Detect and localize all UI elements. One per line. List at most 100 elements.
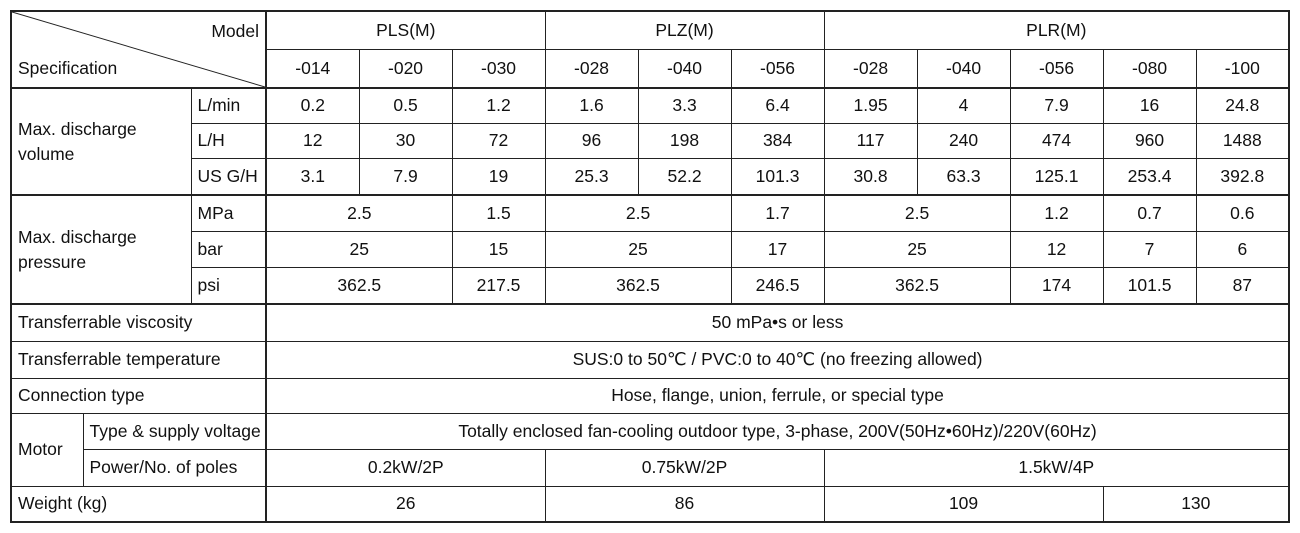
diagonal-line (12, 12, 265, 87)
value-cell: 17 (730, 230, 825, 268)
table-row: Motor Type & supply voltage Totally enclos… (10, 412, 1290, 487)
table-row: US G/H 3.1 7.9 19 25.3 52.2 101.3 30.8 63.3 125.1… (11, 157, 1290, 196)
value-cell: 2.5 (265, 194, 453, 232)
value-cell: 253.4 (1102, 157, 1197, 196)
value-cell: 25 (265, 230, 453, 268)
row-label: Transferrable viscosity (10, 303, 268, 342)
value-cell: 25.3 (544, 157, 639, 196)
value-cell: 1.95 (823, 87, 918, 124)
value-cell: 63.3 (916, 157, 1011, 196)
value-cell: 1.5 (451, 194, 546, 232)
unit-label: L/H (190, 122, 268, 159)
model-header: PLZ(M) (544, 10, 825, 50)
value-cell: 30 (358, 122, 453, 159)
sub-label: Power/No. of poles (82, 448, 268, 487)
value-cell: 0.2kW/2P (265, 448, 546, 487)
value-cell: 0.75kW/2P (544, 448, 825, 487)
value-cell: 109 (823, 485, 1104, 523)
value-cell: 25 (823, 230, 1011, 268)
variant-header: -030 (451, 48, 546, 89)
value-cell: 240 (916, 122, 1011, 159)
value-cell: 1.5kW/4P (823, 448, 1290, 487)
value-cell: 52.2 (637, 157, 732, 196)
value-cell: 16 (1102, 87, 1197, 124)
variant-header: -028 (823, 48, 918, 89)
row-label: Weight (kg) (10, 485, 268, 523)
variant-header: -014 (265, 48, 360, 89)
value-cell: 0.5 (358, 87, 453, 124)
value-cell: 0.2 (265, 87, 360, 124)
value-cell: 12 (265, 122, 360, 159)
value-cell: 217.5 (451, 266, 546, 305)
value-cell: 130 (1102, 485, 1290, 523)
table-row: Max. discharge pressure MPa 2.5 1.5 2.5 1.7 2.… (10, 194, 1290, 305)
variant-header: -056 (1009, 48, 1104, 89)
table-row: Connection type Hose, flange, union, ferr… (10, 377, 1290, 414)
table-row: Transferrable viscosity 50 mPa•s or less (10, 303, 1290, 342)
value-cell: 362.5 (265, 266, 453, 305)
variant-header: -080 (1102, 48, 1197, 89)
variant-header: -056 (730, 48, 825, 89)
table-row: Model Specification PLS(M) PLZ(M) PLR(M) (10, 10, 1290, 89)
table-row: bar 25 15 25 17 25 12 7 6 (11, 230, 1290, 268)
table-row: -014 -020 -030 -028 -040 -056 -028 -040 -056 -080… (11, 48, 1290, 89)
value-cell: 1.6 (544, 87, 639, 124)
value-cell: 384 (730, 122, 825, 159)
row-label: Connection type (10, 377, 268, 414)
table-row: Power/No. of poles 0.2kW/2P 0.75kW/2P 1.5kW… (11, 448, 1290, 487)
unit-label: L/min (190, 87, 268, 124)
value-cell: 0.7 (1102, 194, 1197, 232)
value-cell: 12 (1009, 230, 1104, 268)
value-cell: 0.6 (1195, 194, 1290, 232)
unit-label: MPa (190, 194, 268, 232)
value-cell: 2.5 (544, 194, 732, 232)
value-cell: 246.5 (730, 266, 825, 305)
value-cell: 7.9 (358, 157, 453, 196)
value-cell: 1.7 (730, 194, 825, 232)
value-cell: 125.1 (1009, 157, 1104, 196)
table-row: Weight (kg) 26 86 109 130 (10, 485, 1290, 523)
value-cell: 3.1 (265, 157, 360, 196)
value-cell: 392.8 (1195, 157, 1290, 196)
value-cell: 174 (1009, 266, 1104, 305)
value-cell: 72 (451, 122, 546, 159)
value-cell: 86 (544, 485, 825, 523)
model-header: PLS(M) (265, 10, 546, 50)
value-cell: 15 (451, 230, 546, 268)
value-cell: 6.4 (730, 87, 825, 124)
value-cell: 1488 (1195, 122, 1290, 159)
value-cell: 362.5 (544, 266, 732, 305)
unit-label: bar (190, 230, 268, 268)
row-label: Transferrable temperature (10, 340, 268, 379)
value-cell: 1.2 (1009, 194, 1104, 232)
variant-header: -028 (544, 48, 639, 89)
value-cell: 6 (1195, 230, 1290, 268)
value-cell: 24.8 (1195, 87, 1290, 124)
value-cell: Totally enclosed fan-cooling outdoor typ… (265, 412, 1290, 450)
unit-label: psi (190, 266, 268, 305)
row-label: Max. discharge volume (10, 87, 192, 196)
value-cell: 101.3 (730, 157, 825, 196)
value-cell: 362.5 (823, 266, 1011, 305)
spec-label: Specification (18, 58, 118, 78)
value-cell: 96 (544, 122, 639, 159)
variant-header: -100 (1195, 48, 1290, 89)
value-cell: 26 (265, 485, 546, 523)
table-row: L/H 12 30 72 96 198 384 117 240 474 960 1488 (11, 122, 1290, 159)
variant-header: -040 (637, 48, 732, 89)
variant-header: -040 (916, 48, 1011, 89)
value-cell: 50 mPa•s or less (265, 303, 1290, 342)
value-cell: 198 (637, 122, 732, 159)
variant-header: -020 (358, 48, 453, 89)
value-cell: 960 (1102, 122, 1197, 159)
value-cell: 4 (916, 87, 1011, 124)
value-cell: 3.3 (637, 87, 732, 124)
value-cell: 7 (1102, 230, 1197, 268)
value-cell: 2.5 (823, 194, 1011, 232)
value-cell: 30.8 (823, 157, 918, 196)
value-cell: 19 (451, 157, 546, 196)
table-row: Transferrable temperature SUS:0 to 50℃ / … (10, 340, 1290, 379)
unit-label: US G/H (190, 157, 268, 196)
value-cell: 101.5 (1102, 266, 1197, 305)
